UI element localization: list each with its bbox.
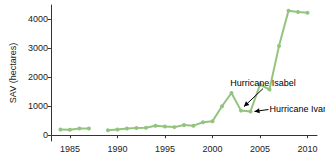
svg-text:4000: 4000 [28, 14, 48, 24]
svg-text:0: 0 [43, 130, 48, 140]
svg-text:1000: 1000 [28, 101, 48, 111]
svg-text:2000: 2000 [202, 144, 222, 154]
svg-text:3000: 3000 [28, 43, 48, 53]
svg-text:2005: 2005 [250, 144, 270, 154]
svg-text:2010: 2010 [297, 144, 317, 154]
svg-text:2000: 2000 [28, 72, 48, 82]
svg-text:Hurricane Ivan: Hurricane Ivan [269, 104, 325, 114]
svg-text:Hurricane Isabel: Hurricane Isabel [230, 78, 296, 88]
svg-text:1995: 1995 [155, 144, 175, 154]
svg-text:1990: 1990 [107, 144, 127, 154]
svg-text:SAV (hectares): SAV (hectares) [8, 43, 18, 103]
svg-text:1985: 1985 [60, 144, 80, 154]
